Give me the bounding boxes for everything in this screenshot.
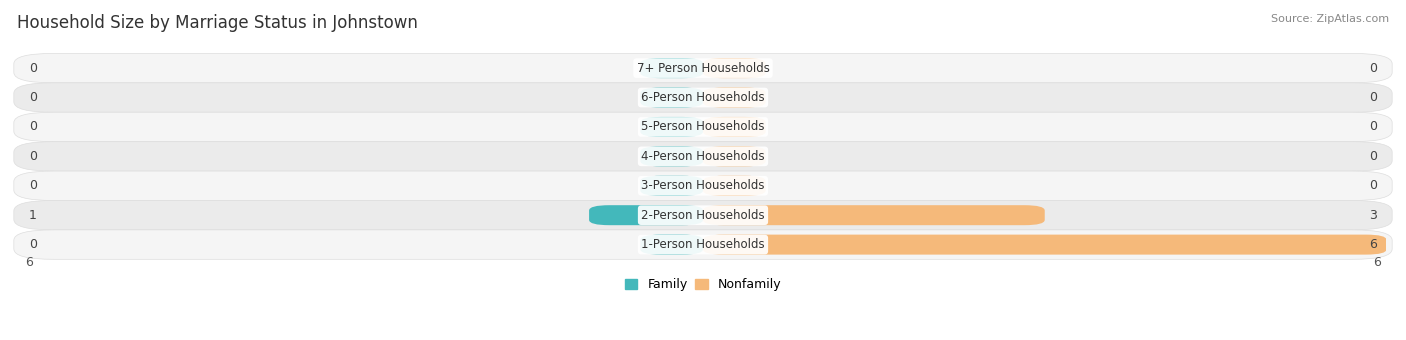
FancyBboxPatch shape [640, 235, 703, 255]
FancyBboxPatch shape [14, 142, 1392, 171]
Text: 6-Person Households: 6-Person Households [641, 91, 765, 104]
Text: 0: 0 [28, 238, 37, 251]
Text: 0: 0 [28, 150, 37, 163]
FancyBboxPatch shape [640, 87, 703, 107]
Text: 0: 0 [1369, 91, 1378, 104]
FancyBboxPatch shape [703, 58, 766, 78]
FancyBboxPatch shape [703, 117, 766, 137]
Text: 0: 0 [1369, 179, 1378, 192]
Text: 5-Person Households: 5-Person Households [641, 120, 765, 133]
FancyBboxPatch shape [703, 176, 766, 196]
Text: 0: 0 [28, 179, 37, 192]
FancyBboxPatch shape [640, 176, 703, 196]
FancyBboxPatch shape [640, 58, 703, 78]
FancyBboxPatch shape [640, 117, 703, 137]
FancyBboxPatch shape [14, 112, 1392, 142]
Text: 0: 0 [1369, 150, 1378, 163]
Legend: Family, Nonfamily: Family, Nonfamily [620, 273, 786, 296]
FancyBboxPatch shape [14, 83, 1392, 112]
FancyBboxPatch shape [14, 230, 1392, 259]
Text: 3: 3 [1369, 209, 1378, 222]
Text: 0: 0 [28, 120, 37, 133]
FancyBboxPatch shape [703, 146, 766, 166]
FancyBboxPatch shape [703, 87, 766, 107]
FancyBboxPatch shape [14, 171, 1392, 201]
Text: 0: 0 [1369, 62, 1378, 74]
FancyBboxPatch shape [703, 205, 1045, 225]
Text: Source: ZipAtlas.com: Source: ZipAtlas.com [1271, 14, 1389, 23]
Text: 3-Person Households: 3-Person Households [641, 179, 765, 192]
Text: 6: 6 [1369, 238, 1378, 251]
Text: 6: 6 [25, 256, 34, 269]
Text: 0: 0 [1369, 120, 1378, 133]
FancyBboxPatch shape [703, 235, 1386, 255]
FancyBboxPatch shape [14, 201, 1392, 230]
Text: 7+ Person Households: 7+ Person Households [637, 62, 769, 74]
Text: 0: 0 [28, 91, 37, 104]
Text: 2-Person Households: 2-Person Households [641, 209, 765, 222]
FancyBboxPatch shape [14, 53, 1392, 83]
Text: 4-Person Households: 4-Person Households [641, 150, 765, 163]
Text: Household Size by Marriage Status in Johnstown: Household Size by Marriage Status in Joh… [17, 14, 418, 32]
FancyBboxPatch shape [640, 146, 703, 166]
Text: 1-Person Households: 1-Person Households [641, 238, 765, 251]
Text: 0: 0 [28, 62, 37, 74]
FancyBboxPatch shape [589, 205, 703, 225]
Text: 1: 1 [28, 209, 37, 222]
Text: 6: 6 [1372, 256, 1381, 269]
